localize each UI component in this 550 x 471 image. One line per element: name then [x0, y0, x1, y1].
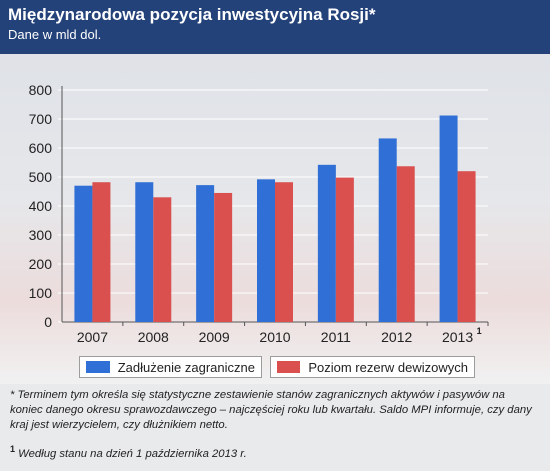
- x-tick-label: 2007: [77, 329, 108, 345]
- bar-debt: [74, 185, 93, 322]
- bar-reserves: [92, 182, 111, 322]
- legend-swatch-debt: [86, 361, 110, 373]
- y-tick-label: 300: [29, 227, 53, 243]
- legend-swatch-reserves: [277, 361, 301, 373]
- footnote-one-marker: 1: [10, 444, 16, 454]
- bar-reserves: [335, 177, 354, 322]
- bar-debt: [378, 138, 397, 322]
- bar-debt: [135, 182, 154, 322]
- footnote-asterisk: * Terminem tym określa się statystyczne …: [10, 389, 532, 431]
- bar-reserves: [214, 192, 233, 322]
- legend-label-debt: Zadłużenie zagraniczne: [117, 359, 255, 375]
- footnote-one-text: Według stanu na dzień 1 października 201…: [18, 447, 247, 460]
- legend-label-reserves: Poziom rezerw dewizowych: [308, 359, 468, 375]
- x-tick-label: 2008: [138, 329, 169, 345]
- bar-debt: [257, 179, 275, 322]
- y-tick-label: 100: [29, 285, 53, 301]
- x-tick-label: 2010: [259, 329, 290, 345]
- x-tick-label: 2013: [442, 329, 473, 345]
- chart-title: Międzynarodowa pozycja inwestycyjna Rosj…: [8, 5, 376, 24]
- bar-reserves: [396, 166, 415, 322]
- y-tick-label: 500: [29, 169, 53, 185]
- bar-debt: [317, 164, 336, 322]
- bar-debt: [439, 115, 458, 322]
- bar-reserves: [275, 182, 293, 322]
- legend-item-reserves: Poziom rezerw dewizowych: [270, 356, 475, 378]
- header-banner: Międzynarodowa pozycja inwestycyjna Rosj…: [0, 0, 550, 54]
- x-tick-label: 2012: [381, 329, 412, 345]
- y-tick-label: 800: [29, 82, 53, 98]
- y-tick-label: 600: [29, 140, 53, 156]
- y-tick-label: 700: [29, 111, 53, 127]
- y-tick-label: 400: [29, 198, 53, 214]
- x-tick-label: 2011: [321, 329, 351, 345]
- legend: Zadłużenie zagraniczne Poziom rezerw dew…: [79, 356, 475, 380]
- bar-debt: [196, 185, 215, 322]
- footnote-one: 1 Według stanu na dzień 1 października 2…: [10, 442, 540, 462]
- y-tick-label: 200: [29, 256, 53, 272]
- legend-item-debt: Zadłużenie zagraniczne: [79, 356, 262, 378]
- x-tick-label: 2009: [199, 329, 230, 345]
- bar-reserves: [153, 197, 172, 322]
- bar-reserves: [457, 171, 476, 322]
- chart-subtitle: Dane w mld dol.: [8, 27, 102, 42]
- bar-chart: 0 100 200 300 400 500 600 700 800 2007 2008 2009 201…: [29, 82, 489, 345]
- x-tick-superscript: 1: [477, 326, 482, 336]
- y-tick-label: 0: [44, 314, 52, 330]
